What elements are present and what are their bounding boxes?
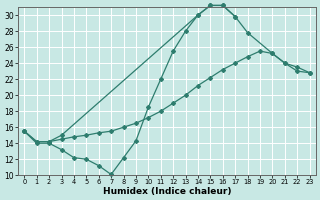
X-axis label: Humidex (Indice chaleur): Humidex (Indice chaleur): [103, 187, 231, 196]
